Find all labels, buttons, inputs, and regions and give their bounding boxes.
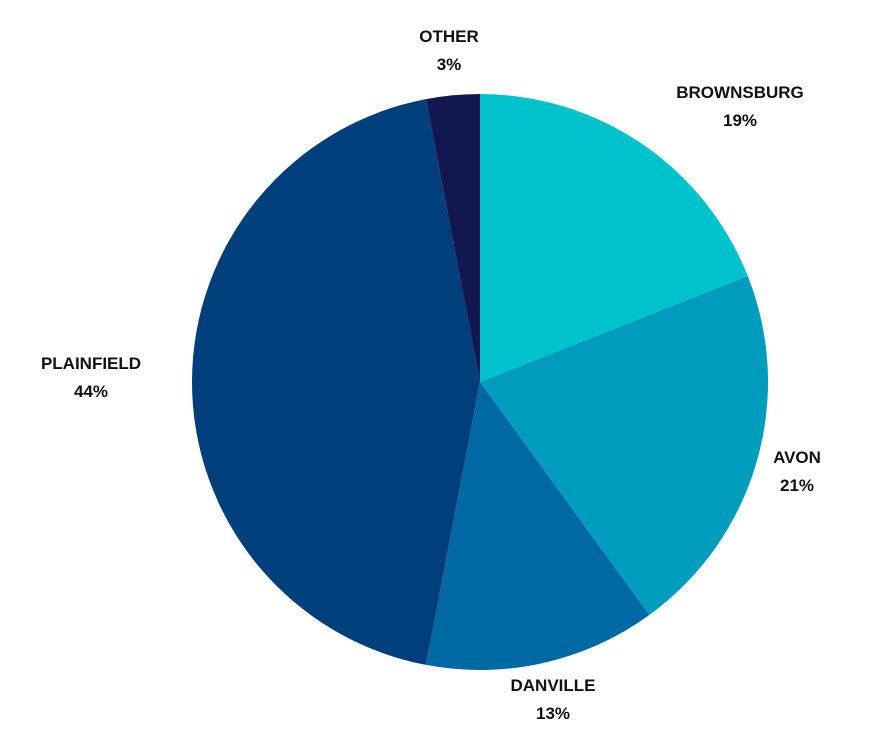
slice-value-avon: 21% — [780, 476, 814, 495]
slice-value-danville: 13% — [536, 704, 570, 723]
slice-label-avon: AVON — [773, 448, 821, 467]
pie-slices — [191, 94, 769, 671]
pie-labels: BROWNSBURG 19% AVON 21% DANVILLE 13% PLAINFIEL… — [41, 27, 821, 723]
slice-value-plainfield: 44% — [74, 382, 108, 401]
pie-slice-brownsburg — [480, 94, 748, 382]
pie-slice-other — [426, 94, 480, 382]
slice-label-danville: DANVILLE — [511, 676, 596, 695]
pie-slice-avon — [480, 275, 769, 615]
pie-slice-danville — [426, 382, 650, 671]
slice-label-brownsburg: BROWNSBURG — [676, 83, 804, 102]
pie-slice-plainfield — [191, 99, 480, 665]
slice-label-other: OTHER — [419, 27, 479, 46]
slice-value-brownsburg: 19% — [723, 111, 757, 130]
slice-value-other: 3% — [437, 55, 462, 74]
slice-label-plainfield: PLAINFIELD — [41, 354, 141, 373]
